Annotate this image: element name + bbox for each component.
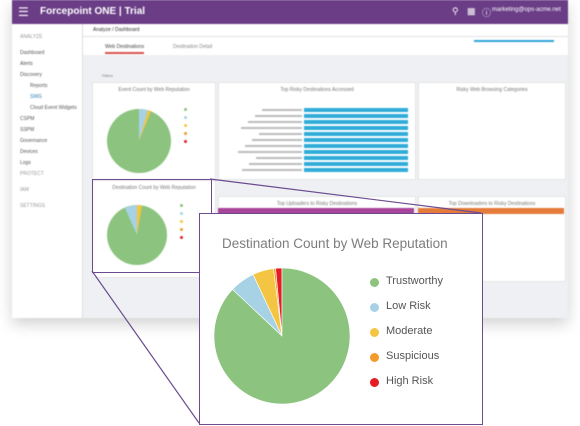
sidebar-item-iam: IAM	[20, 187, 29, 193]
bar-label	[232, 168, 302, 172]
legend-dot-high-risk	[370, 378, 379, 387]
sidebar-item-protect: PROTECT	[20, 171, 44, 177]
sidebar-item-analyze: ANALYZE	[20, 34, 43, 40]
legend-dot-suspicious	[370, 353, 379, 362]
search-icon[interactable]: ⚲	[452, 6, 459, 16]
small-legend-1: ​ ​ ​ ​ ​	[184, 108, 189, 148]
bar	[304, 114, 408, 118]
bar-label	[232, 126, 302, 130]
panel-title: Risky Web Browsing Categories	[456, 87, 528, 93]
bar	[304, 126, 408, 130]
tab-web-destinations[interactable]: Web Destinations	[105, 44, 145, 54]
bar	[304, 162, 408, 166]
sidebar-item-cspm[interactable]: CSPM	[20, 116, 35, 122]
downloaders-table-header	[418, 208, 564, 214]
panel-title: Destination Count by Web Reputation	[112, 185, 196, 191]
panel-risky-categories: Risky Web Browsing Categories	[418, 82, 566, 180]
breadcrumb-bar: Analyze / Dashboard	[83, 24, 568, 37]
legend-label-low-risk: Low Risk	[386, 300, 431, 312]
tab-indicator	[474, 40, 554, 42]
panel-title: Top Downloaders to Risky Destinations	[448, 201, 536, 207]
bar-label	[232, 120, 302, 124]
bar-label	[232, 156, 302, 160]
help-icon[interactable]: ⓘ	[482, 8, 492, 18]
legend-label-moderate: Moderate	[386, 325, 433, 337]
pie-slice-moderate	[137, 205, 142, 235]
callout-title: Destination Count by Web Reputation	[222, 236, 448, 251]
bar-label	[232, 132, 302, 136]
panel-title: Event Count by Web Reputation	[118, 87, 190, 93]
sidebar-item-governance[interactable]: Governance	[20, 138, 48, 144]
legend-label-high-risk: High Risk	[386, 375, 434, 387]
legend-dot-trustworthy	[370, 278, 379, 287]
bar-label	[232, 108, 302, 112]
sidebar-item-cloud-event-widgets[interactable]: Cloud Event Widgets	[30, 105, 77, 111]
bar-label	[232, 114, 302, 118]
sidebar-item-discovery[interactable]: Discovery	[20, 72, 42, 78]
bar-row-labels	[232, 108, 302, 174]
pie-slice-low-risk	[125, 205, 137, 235]
filter-bar[interactable]: Filters	[102, 73, 113, 78]
bar	[304, 132, 408, 136]
sidebar-item-settings: SETTINGS	[20, 203, 46, 209]
bar	[304, 168, 408, 172]
sidebar-item-devices[interactable]: Devices	[20, 149, 38, 155]
event-count-pie	[107, 108, 171, 173]
breadcrumb[interactable]: Analyze / Dashboard	[93, 27, 140, 33]
tab-bar: Web Destinations Destination Detail	[83, 37, 568, 55]
bar-series	[304, 108, 408, 172]
bar	[304, 144, 408, 148]
bar	[304, 138, 408, 142]
zoom-callout: Destination Count by Web Reputation Trus…	[199, 213, 483, 425]
zoom-source-box	[92, 179, 212, 273]
user-menu[interactable]: marketing@ops-acme.net	[492, 7, 561, 13]
bar	[304, 120, 408, 124]
bar-label	[232, 162, 302, 166]
legend-dot-low-risk	[370, 303, 379, 312]
sidebar-item-dashboard[interactable]: Dashboard	[20, 50, 45, 56]
apps-grid-icon[interactable]: ▦	[467, 6, 476, 16]
sidebar-item-logs[interactable]: Logs	[20, 160, 31, 166]
bar-label	[232, 144, 302, 148]
small-legend-2: ​ ​ ​ ​ ​	[180, 204, 185, 244]
sidebar-item-swg[interactable]: SWG	[30, 94, 42, 100]
pie-slice-moderate	[139, 110, 151, 141]
pie-slice-low-risk	[139, 108, 148, 141]
panel-title: Top Risky Destinations Accessed	[280, 87, 354, 93]
sidebar-item-sspm[interactable]: SSPM	[20, 127, 35, 133]
legend-dot-moderate	[370, 328, 379, 337]
sidebar-item-reports[interactable]: Reports	[30, 83, 48, 89]
legend-label-suspicious: Suspicious	[386, 350, 440, 362]
panel-title: Top Uploaders to Risky Destinations	[276, 201, 358, 207]
top-bar: ☰ Forcepoint ONE | Trial ⚲ ▦ ⓘ marketing…	[12, 0, 568, 24]
app-title: Forcepoint ONE | Trial	[40, 6, 146, 17]
bar	[304, 150, 408, 154]
sidebar: ANALYZE Dashboard Alerts Discovery Reports SW…	[12, 24, 83, 318]
sidebar-item-alerts[interactable]: Alerts	[20, 61, 33, 67]
tab-destination-detail[interactable]: Destination Detail	[173, 44, 213, 50]
dest-count-small-pie	[107, 205, 167, 265]
hamburger-menu-icon[interactable]: ☰	[18, 5, 29, 19]
pie-slice-trustworthy[interactable]	[213, 267, 351, 405]
bar-label	[232, 138, 302, 142]
bar	[304, 108, 408, 112]
bar	[304, 156, 408, 160]
bar-label	[232, 150, 302, 154]
legend-label-trustworthy: Trustworthy	[386, 275, 444, 287]
uploaders-table-header	[218, 208, 414, 214]
destination-count-pie	[213, 267, 351, 405]
